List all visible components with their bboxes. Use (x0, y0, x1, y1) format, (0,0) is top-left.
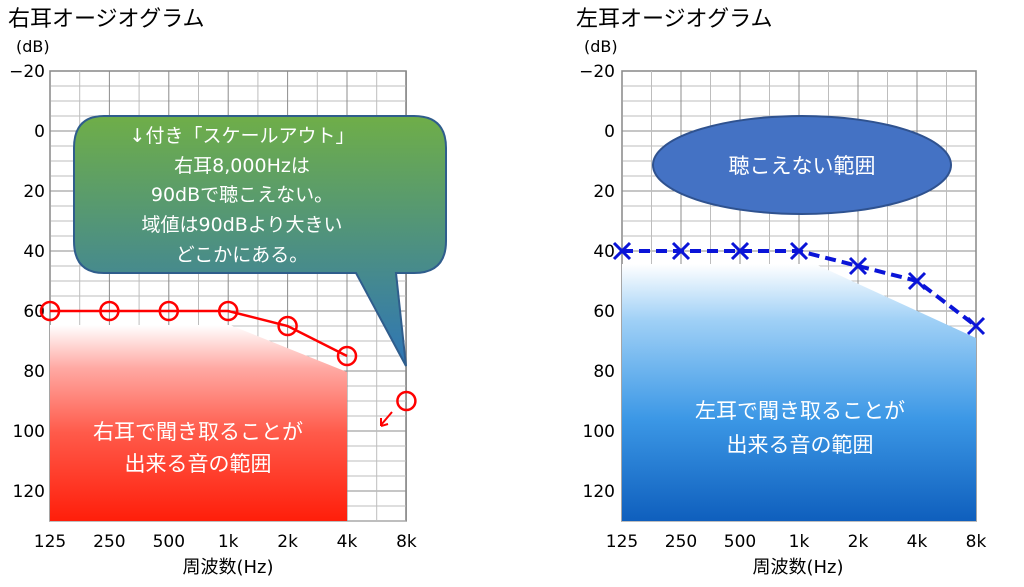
y-tick-label: −20 (579, 62, 615, 82)
callout-line-5: どこかにある。 (176, 244, 308, 266)
x-tick-label: 500 (724, 532, 756, 552)
cannot-hear-region: 聴こえない範囲 (652, 115, 952, 215)
y-tick-label: 0 (34, 122, 45, 142)
x-tick-label: 125 (606, 532, 638, 552)
x-tick-label: 2k (848, 532, 869, 552)
series-marks (612, 241, 986, 336)
y-tick-label: 120 (13, 482, 45, 502)
y-tick-label: 60 (23, 302, 45, 322)
data-point (396, 390, 417, 412)
callout-bubble: ↓付き「スケールアウト」 右耳8,000Hzは 90dBで聴こえない。 域値は9… (73, 115, 447, 367)
scale-out-arrow-shaft (380, 411, 393, 426)
callout-line-2: 右耳8,000Hzは (174, 155, 310, 177)
y-tick-label: 20 (23, 182, 45, 202)
hearing-region-label-2: 出来る音の範囲 (125, 452, 272, 476)
x-tick-label: 1k (789, 532, 810, 552)
data-point (966, 316, 986, 336)
y-tick-label: 100 (583, 422, 615, 442)
cannot-hear-label: 聴こえない範囲 (729, 154, 876, 178)
data-point (671, 241, 691, 261)
y-tick-label: 60 (593, 302, 615, 322)
x-tick-label: 4k (907, 532, 928, 552)
data-point (730, 241, 750, 261)
callout-line-1: ↓付き「スケールアウト」 (130, 125, 355, 147)
y-axis-unit: (dB) (16, 37, 50, 56)
y-tick-label: −20 (9, 62, 45, 82)
y-tick-label: 40 (23, 242, 45, 262)
y-tick-label: 80 (593, 362, 615, 382)
x-tick-label: 250 (93, 532, 125, 552)
y-tick-label: 100 (13, 422, 45, 442)
hearing-region (622, 264, 976, 521)
data-point (277, 315, 298, 337)
y-tick-label: 120 (583, 482, 615, 502)
x-tick-label: 125 (34, 532, 66, 552)
x-tick-label: 2k (277, 532, 298, 552)
x-tick-label: 1k (218, 532, 239, 552)
series-marks (39, 300, 417, 412)
x-axis-label: 周波数(Hz) (752, 557, 843, 578)
data-point (158, 300, 180, 322)
scale-out-arrow-head (380, 418, 389, 427)
x-tick-label: 8k (966, 532, 987, 552)
x-axis-ticks: 125 250 500 1k 2k 4k 8k (606, 532, 987, 552)
hearing-region-label-1: 左耳で聞き取ることが (695, 399, 905, 423)
y-tick-label: 20 (593, 182, 615, 202)
right-ear-audiogram: 右耳オージオグラム (dB) −20 0 20 40 60 80 100 120 125 250… (8, 7, 447, 578)
y-tick-label: 40 (593, 242, 615, 262)
y-tick-label: 0 (604, 122, 615, 142)
y-tick-label: 80 (23, 362, 45, 382)
data-point (789, 241, 809, 261)
y-axis-ticks: −20 0 20 40 60 80 100 120 (9, 62, 45, 502)
data-point (848, 256, 868, 276)
data-point (99, 300, 120, 322)
chart-title: 左耳オージオグラム (576, 7, 772, 32)
x-tick-label: 250 (665, 532, 697, 552)
callout-line-4: 域値は90dBより大きい (142, 214, 343, 236)
x-axis-ticks: 125 250 500 1k 2k 4k 8k (34, 532, 417, 552)
chart-title: 右耳オージオグラム (8, 7, 204, 32)
y-axis-unit: (dB) (584, 37, 618, 56)
left-ear-audiogram: 左耳オージオグラム (dB) −20 0 20 40 60 80 100 120 125 250… (576, 7, 986, 578)
x-tick-label: 500 (153, 532, 185, 552)
data-point (612, 241, 632, 261)
hearing-region-label-2: 出来る音の範囲 (727, 433, 874, 457)
data-point (217, 300, 239, 322)
callout-line-3: 90dBで聴こえない。 (151, 184, 333, 206)
data-point (336, 345, 358, 367)
x-axis-label: 周波数(Hz) (182, 557, 273, 578)
data-point (907, 271, 927, 291)
hearing-region (50, 325, 347, 521)
x-tick-label: 8k (396, 532, 417, 552)
y-axis-ticks: −20 0 20 40 60 80 100 120 (579, 62, 615, 502)
hearing-region-label-1: 右耳で聞き取ることが (93, 420, 303, 444)
data-point (39, 300, 61, 322)
x-tick-label: 4k (337, 532, 358, 552)
